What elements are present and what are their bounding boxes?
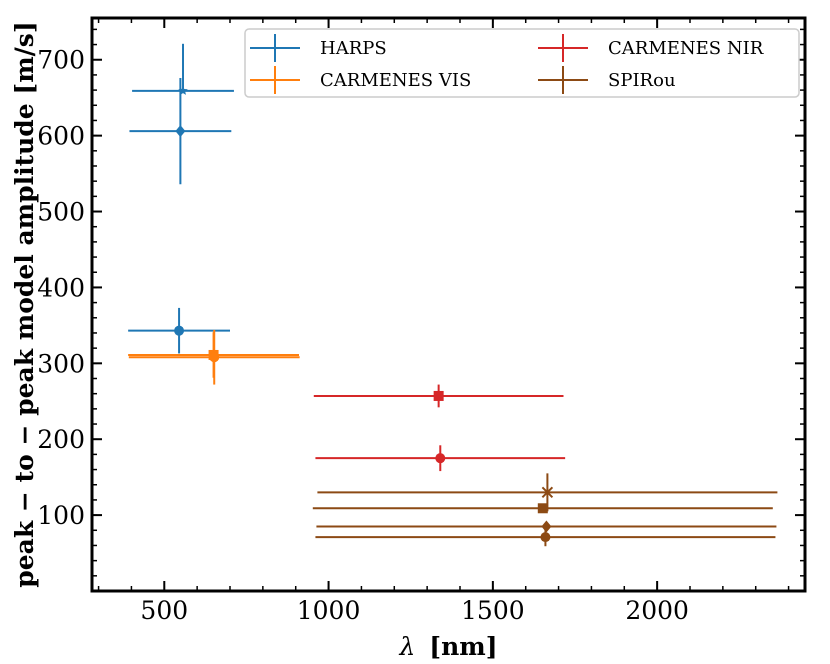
- data-point: [129, 77, 232, 185]
- axis-ticks: 500 1000 1500 2000 100 200 300 400 500 600 700: [37, 18, 805, 625]
- legend-entry: CARMENES NIR: [538, 34, 764, 62]
- data-series: [128, 43, 778, 547]
- marker-square: [537, 503, 548, 514]
- legend-label: SPIRou: [608, 70, 676, 91]
- legend-entry: SPIRou: [538, 66, 676, 94]
- data-point: [128, 307, 230, 354]
- series-spirou: [312, 473, 778, 547]
- data-point: [132, 43, 234, 95]
- y-axis-label: peak − to − peak model amplitude [m/s]: [10, 21, 39, 587]
- series-harps: [128, 43, 234, 354]
- legend-box: [244, 28, 800, 98]
- y-tick-label: 100: [37, 501, 85, 530]
- x-tick-label: 1500: [461, 596, 525, 625]
- legend: HARPS CARMENES VIS CARMENES NIR SPIRou: [244, 28, 800, 98]
- y-tick-label: 500: [37, 198, 85, 227]
- data-point: [316, 520, 777, 533]
- legend-label: CARMENES VIS: [320, 70, 471, 91]
- data-point: [313, 384, 564, 408]
- x-tick-label: 1000: [297, 596, 361, 625]
- plot-frame: [90, 16, 807, 593]
- x-tick-label: 500: [140, 596, 188, 625]
- marker-circle: [435, 453, 446, 464]
- legend-entry: CARMENES VIS: [250, 66, 471, 94]
- marker-diamond: [541, 520, 552, 533]
- marker-x: [541, 486, 554, 499]
- x-tick-label: 2000: [625, 596, 689, 625]
- legend-label: CARMENES NIR: [608, 38, 764, 59]
- legend-label: HARPS: [320, 38, 387, 59]
- data-point: [128, 329, 300, 385]
- y-tick-label: 300: [37, 349, 85, 378]
- marker-x-stroke: [541, 486, 554, 499]
- y-tick-label: 600: [37, 122, 85, 151]
- y-tick-label: 400: [37, 273, 85, 302]
- x-axis-label-unit: [nm]: [429, 632, 497, 661]
- data-point: [315, 445, 566, 472]
- marker-circle: [174, 325, 185, 336]
- marker-circle: [540, 532, 551, 543]
- x-axis-label-variable: λ: [398, 632, 415, 661]
- y-tick-label: 700: [37, 46, 85, 75]
- data-point: [315, 528, 776, 547]
- y-tick-label: 200: [37, 425, 85, 454]
- series-carmenes-vis: [128, 329, 300, 385]
- marker-square: [433, 390, 444, 401]
- x-axis-label: λ [nm]: [398, 632, 497, 661]
- data-point: [312, 503, 773, 514]
- legend-entry: HARPS: [250, 34, 387, 62]
- series-carmenes-nir: [313, 384, 566, 472]
- marker-circle: [209, 352, 220, 363]
- marker-diamond: [175, 125, 186, 138]
